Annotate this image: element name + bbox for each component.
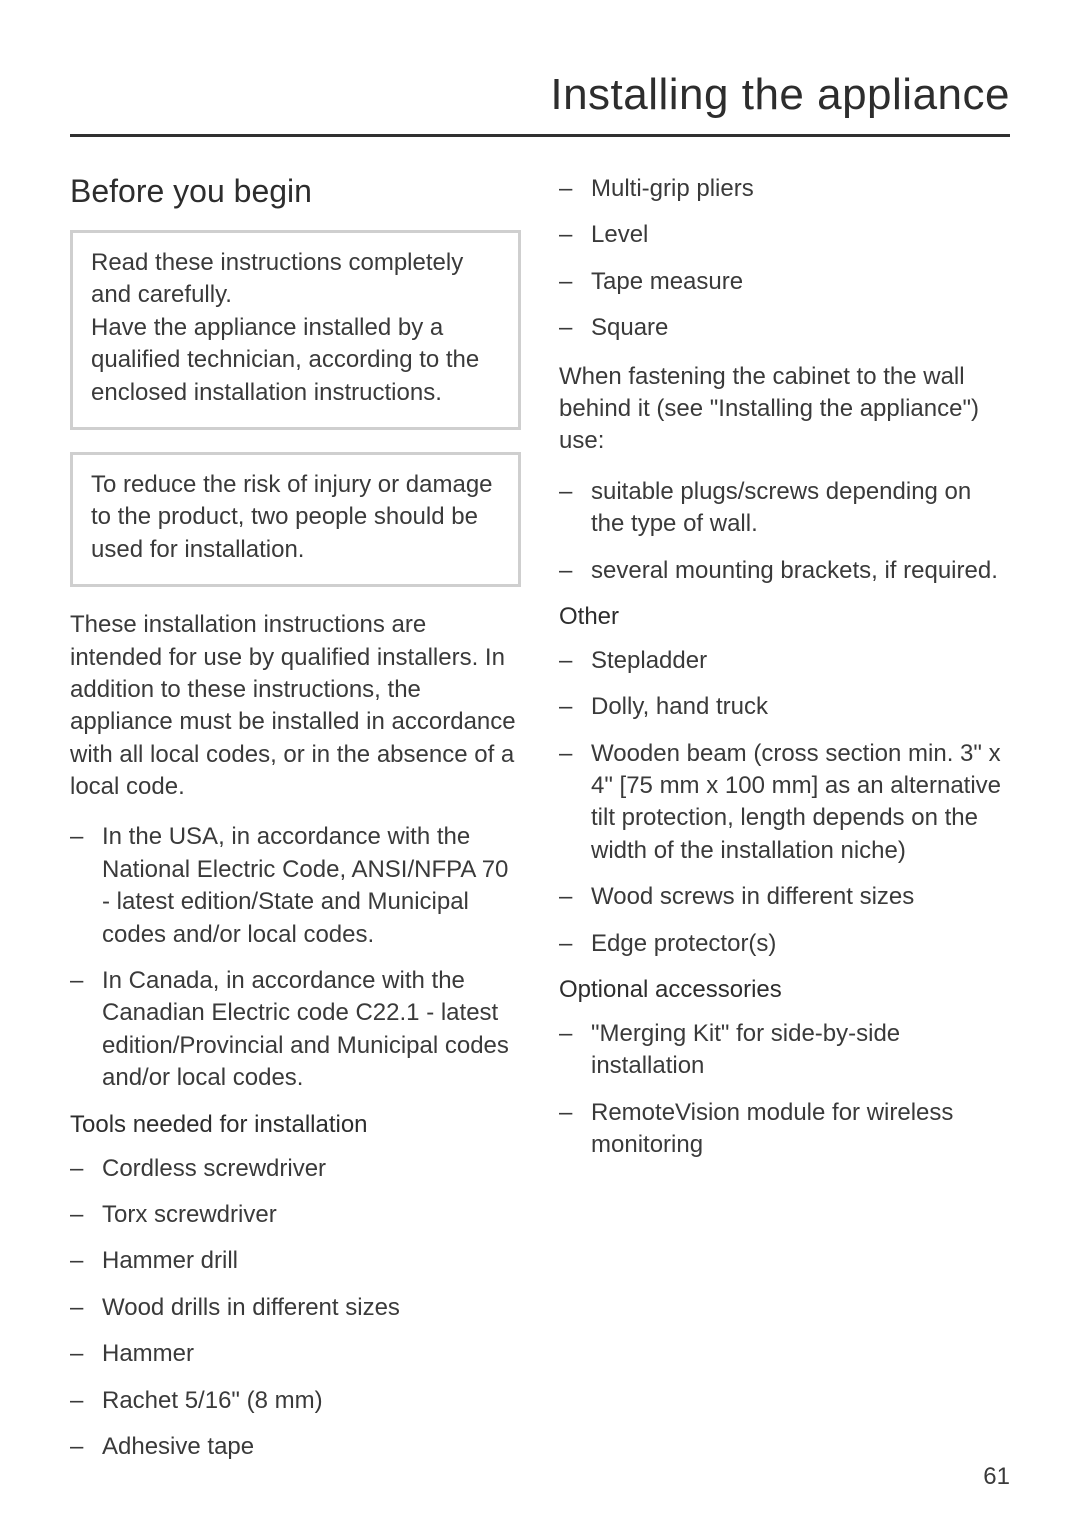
page: Installing the appliance Before you begi… [0,0,1080,1529]
subhead-optional: Optional accessories [559,976,1010,1004]
list-item: In the USA, in accordance with the Natio… [70,821,521,951]
left-column: Before you begin Read these instructions… [70,173,521,1479]
callout-text: Read these instructions completely and c… [91,249,479,406]
list-item: Stepladder [559,645,1010,677]
callout-two-people: To reduce the risk of injury or damage t… [70,452,521,587]
list-optional: "Merging Kit" for side-by-side installat… [559,1018,1010,1162]
list-item: Tape measure [559,266,1010,298]
list-item: suitable plugs/screws depending on the t… [559,476,1010,541]
list-item: Square [559,312,1010,344]
para-installer-note: These installation instructions are inte… [70,609,521,803]
list-fastening: suitable plugs/screws depending on the t… [559,476,1010,587]
chapter-title: Installing the appliance [70,70,1010,137]
list-tools-continued: Multi-grip pliers Level Tape measure Squ… [559,173,1010,345]
list-item: Hammer [70,1338,521,1370]
para-fastening: When fastening the cabinet to the wall b… [559,361,1010,458]
list-item: RemoteVision module for wireless monitor… [559,1097,1010,1162]
page-number: 61 [983,1463,1010,1491]
list-compliance: In the USA, in accordance with the Natio… [70,821,521,1094]
callout-text: To reduce the risk of injury or damage t… [91,471,493,563]
list-item: Torx screwdriver [70,1199,521,1231]
callout-read-instructions: Read these instructions completely and c… [70,230,521,430]
subhead-tools: Tools needed for installation [70,1111,521,1139]
list-item: Cordless screwdriver [70,1153,521,1185]
list-item: Wooden beam (cross section min. 3" x 4" … [559,738,1010,868]
list-tools: Cordless screwdriver Torx screwdriver Ha… [70,1153,521,1464]
subhead-other: Other [559,603,1010,631]
right-column: Multi-grip pliers Level Tape measure Squ… [559,173,1010,1479]
list-other: Stepladder Dolly, hand truck Wooden beam… [559,645,1010,960]
list-item: In Canada, in accordance with the Canadi… [70,965,521,1095]
list-item: Edge protector(s) [559,928,1010,960]
list-item: several mounting brackets, if required. [559,555,1010,587]
list-item: "Merging Kit" for side-by-side installat… [559,1018,1010,1083]
list-item: Wood drills in different sizes [70,1292,521,1324]
list-item: Multi-grip pliers [559,173,1010,205]
list-item: Wood screws in different sizes [559,881,1010,913]
list-item: Hammer drill [70,1245,521,1277]
list-item: Level [559,219,1010,251]
content-columns: Before you begin Read these instructions… [70,173,1010,1479]
list-item: Dolly, hand truck [559,691,1010,723]
section-heading-before-you-begin: Before you begin [70,173,521,210]
list-item: Adhesive tape [70,1431,521,1463]
list-item: Rachet 5/16" (8 mm) [70,1385,521,1417]
